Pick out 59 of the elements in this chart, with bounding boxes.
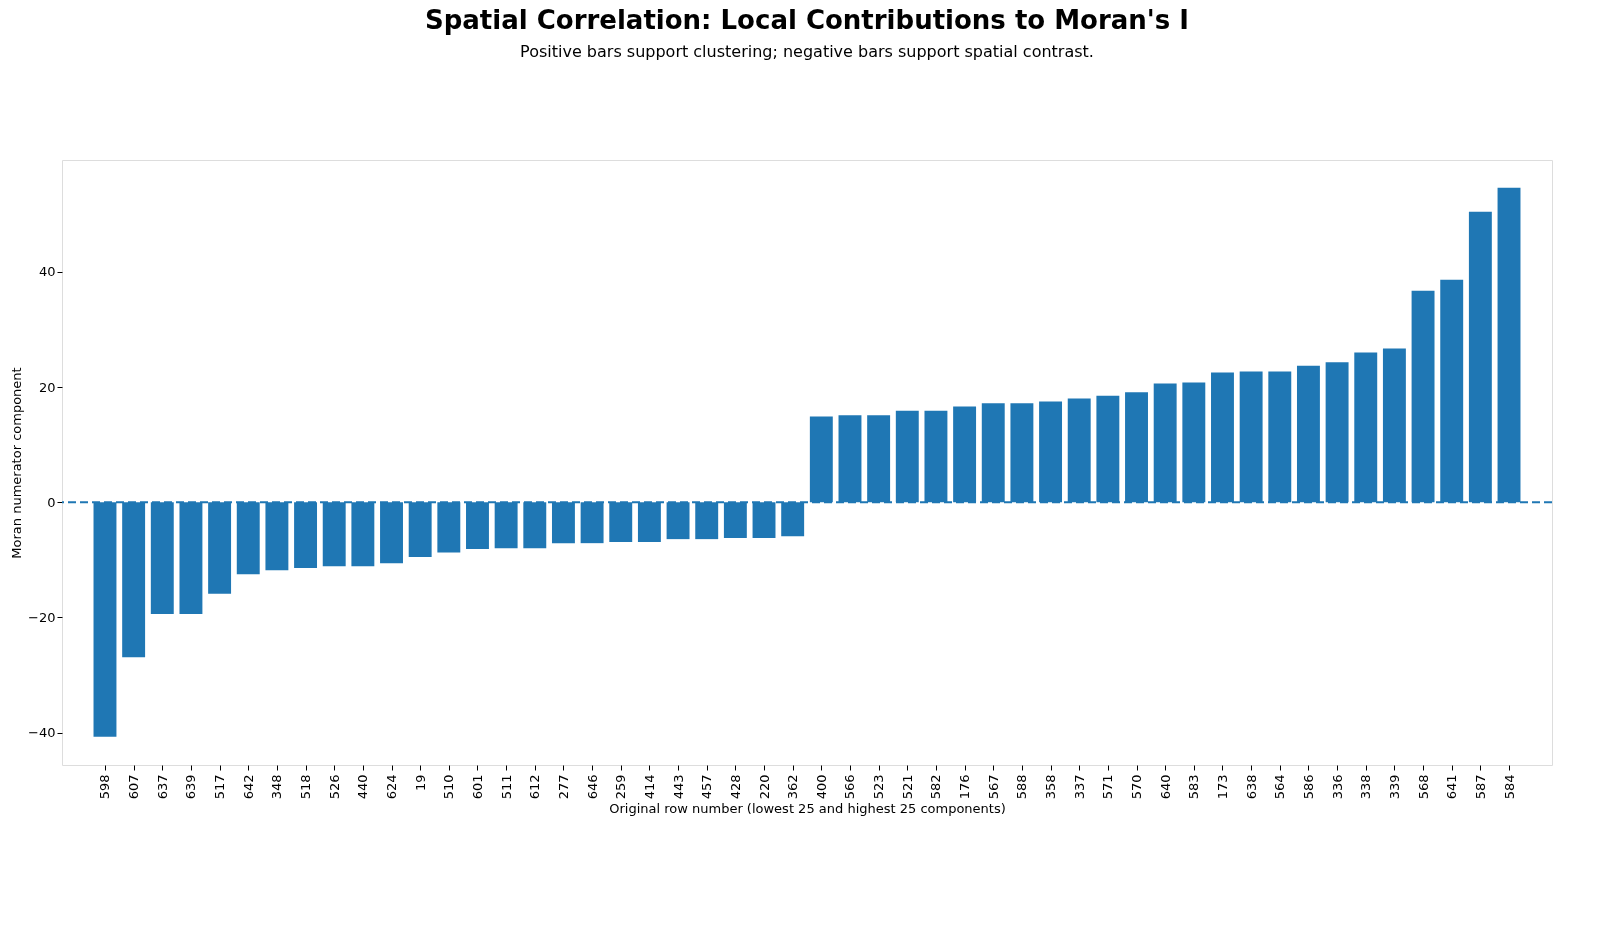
x-tick-label: 567 <box>985 774 1001 800</box>
x-tick-label: 640 <box>1157 774 1173 800</box>
x-axis-title: Original row number (lowest 25 and highest 25 components) <box>609 801 1006 817</box>
y-tick-label: 40 <box>38 264 56 280</box>
x-tick-label: 598 <box>97 774 113 800</box>
x-tick-label: 587 <box>1472 774 1488 800</box>
chart-title: Spatial Correlation: Local Contributions to Moran's I <box>424 5 1190 35</box>
x-tick-label: 358 <box>1043 774 1059 800</box>
x-tick-label: 641 <box>1444 774 1460 800</box>
x-tick-label: 586 <box>1300 774 1316 800</box>
x-tick-label: 517 <box>212 774 228 800</box>
x-tick-label: 526 <box>326 774 342 800</box>
x-tick-label: 523 <box>871 774 887 800</box>
x-tick-label: 642 <box>240 774 256 800</box>
x-tick-label: 348 <box>269 774 285 800</box>
x-tick-label: 518 <box>298 774 314 800</box>
x-tick-label: 428 <box>727 774 743 800</box>
x-tick-label: 582 <box>928 774 944 800</box>
x-tick-label: 588 <box>1014 774 1030 800</box>
x-tick-label: 414 <box>641 774 657 800</box>
x-tick-label: 583 <box>1186 774 1202 800</box>
y-tick-label: 0 <box>47 494 56 510</box>
x-tick-label: 646 <box>584 774 600 800</box>
x-tick-label: 339 <box>1386 774 1402 800</box>
x-tick-label: 277 <box>555 774 571 800</box>
x-tick-label: 570 <box>1129 774 1145 800</box>
y-tick-label: −20 <box>28 610 56 625</box>
x-tick-label: 259 <box>613 774 629 800</box>
x-tick-label: 638 <box>1243 774 1259 800</box>
x-tick-label: 564 <box>1272 774 1288 800</box>
x-tick-label: 639 <box>183 774 199 800</box>
x-tick-label: 601 <box>469 774 485 800</box>
x-tick-label: 337 <box>1071 774 1087 800</box>
x-tick-label: 571 <box>1100 774 1116 800</box>
x-tick-label: 362 <box>785 774 801 800</box>
x-tick-label: 457 <box>699 774 715 800</box>
x-tick-label: 336 <box>1329 774 1345 800</box>
x-tick-label: 521 <box>899 774 915 800</box>
x-tick-label: 440 <box>355 774 371 800</box>
y-axis-title: Moran numerator component <box>9 367 25 559</box>
x-tick-label: 568 <box>1415 774 1431 800</box>
chart-subtitle: Positive bars support clustering; negative bars support spatial contrast. <box>520 42 1094 61</box>
x-tick-label: 607 <box>126 774 142 800</box>
x-tick-label: 637 <box>154 774 170 800</box>
x-tick-label: 511 <box>498 774 514 800</box>
x-tick-label: 612 <box>527 774 543 800</box>
x-tick-label: 443 <box>670 774 686 800</box>
x-tick-label: 566 <box>842 774 858 800</box>
x-tick-label: 400 <box>813 774 829 800</box>
x-tick-label: 19 <box>412 774 428 792</box>
x-tick-label: 173 <box>1214 774 1230 800</box>
x-tick-label: 176 <box>957 774 973 800</box>
x-tick-label: 624 <box>384 774 400 800</box>
y-tick-label: 20 <box>38 379 56 395</box>
x-tick-label: 584 <box>1501 774 1517 800</box>
x-tick-label: 220 <box>756 774 772 800</box>
x-tick-label: 338 <box>1358 774 1374 800</box>
x-tick-label: 510 <box>441 774 457 800</box>
y-tick-label: −40 <box>28 725 56 741</box>
